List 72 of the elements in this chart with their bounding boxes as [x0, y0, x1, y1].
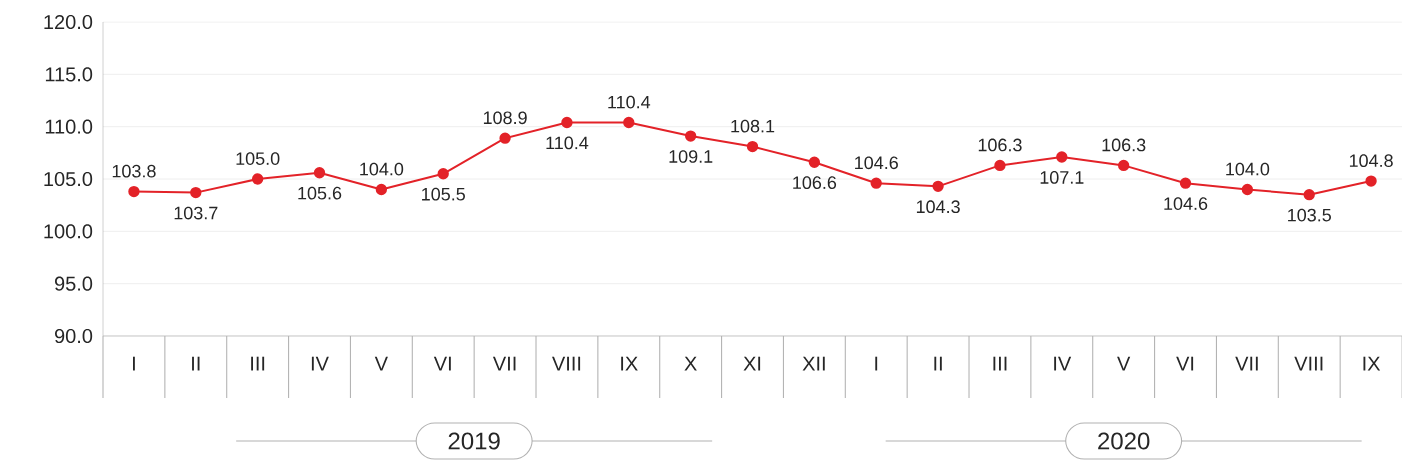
point [1241, 183, 1254, 196]
data-label: 108.1 [731, 119, 775, 133]
point [1179, 177, 1192, 189]
point [623, 116, 635, 129]
data-label: 105.5 [422, 187, 465, 201]
x-tick-label: VI [1176, 356, 1194, 371]
x-tick-label: I [875, 356, 878, 371]
point [870, 177, 882, 189]
x-tick-label: II [192, 356, 200, 371]
data-label: 103.7 [174, 206, 218, 220]
text: 2020 [1098, 432, 1150, 450]
x-tick-label: IX [621, 356, 638, 371]
y-tick-label: 95.0 [54, 276, 93, 291]
data-label: 104.0 [1226, 162, 1270, 176]
point [561, 116, 573, 129]
x-tick-label: VIII [1294, 356, 1323, 371]
x-tick-label: IV [311, 356, 329, 371]
y-tick-label: 90.0 [54, 328, 93, 344]
x-tick-label: VII [492, 356, 516, 371]
data-label: 104.8 [1349, 154, 1393, 168]
y-tick-label: 100.0 [44, 224, 93, 239]
data-label: 104.0 [360, 162, 404, 176]
data-label: 110.4 [608, 95, 651, 109]
data-label: 106.3 [1102, 138, 1146, 152]
data-label: 108.9 [483, 111, 527, 125]
x-tick-label: X [684, 356, 697, 371]
data-label: 105.0 [236, 152, 280, 165]
point [1365, 175, 1377, 187]
y-tick-label: 110.0 [45, 119, 93, 134]
x-tick-label: III [993, 356, 1007, 371]
x-tick-label: III [251, 356, 265, 371]
data-label: 110.4 [546, 136, 589, 150]
x-tick-label: IV [1054, 356, 1072, 371]
point [499, 132, 511, 144]
point [684, 130, 697, 142]
data-label: 106.6 [793, 176, 837, 190]
data-label: 104.6 [855, 156, 898, 170]
point [1117, 159, 1130, 172]
y-tick-label: 105.0 [44, 171, 93, 187]
point [128, 185, 140, 198]
point [251, 173, 264, 185]
x-tick-label: V [374, 356, 388, 371]
point [746, 140, 759, 153]
data-label: 103.5 [1288, 208, 1331, 222]
point [994, 159, 1006, 172]
x-tick-label: VIII [552, 356, 581, 371]
point [313, 167, 326, 179]
data-label: 104.6 [1164, 197, 1208, 210]
data-label: 104.3 [916, 200, 960, 214]
point [1056, 151, 1068, 163]
data-label: 107.1 [1040, 171, 1084, 184]
point [808, 156, 821, 168]
text: 2019 [448, 432, 500, 450]
x-tick-label: XII [802, 356, 825, 371]
point [190, 186, 202, 199]
x-tick-label: V [1117, 356, 1131, 371]
data-label: 109.1 [669, 150, 713, 163]
data-label: 105.6 [298, 186, 342, 200]
point [375, 183, 388, 196]
x-tick-label: I [133, 356, 135, 371]
x-tick-label: II [934, 356, 942, 371]
data-label: 106.3 [978, 138, 1022, 152]
x-tick-label: XI [743, 356, 761, 371]
x-tick-label: VII [1235, 356, 1258, 371]
point [437, 168, 449, 180]
x-tick-label: IX [1363, 356, 1381, 371]
y-tick-label: 115.0 [45, 67, 93, 82]
point [932, 180, 944, 192]
data-label: 103.8 [112, 164, 156, 178]
point [1303, 189, 1315, 201]
y-tick-label: 120.0 [44, 14, 93, 30]
x-tick-label: VI [433, 356, 451, 371]
